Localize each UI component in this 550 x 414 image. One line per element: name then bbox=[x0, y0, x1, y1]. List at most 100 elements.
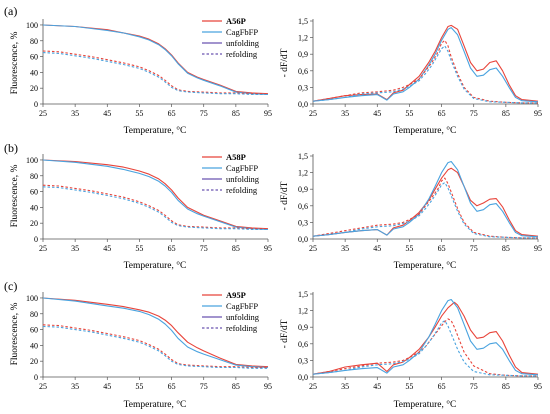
series-line-reference-dashed bbox=[42, 186, 268, 231]
x-tick-label: 65 bbox=[168, 382, 176, 391]
x-tick-label: 95 bbox=[534, 244, 542, 253]
x-tick-label: 65 bbox=[438, 382, 446, 391]
series-line-reference-solid bbox=[312, 160, 539, 238]
x-tick-label: 25 bbox=[309, 382, 317, 391]
series-line-mutant-dashed bbox=[312, 177, 538, 239]
x-tick-label: 25 bbox=[39, 244, 47, 253]
y-tick-label: 0,0 bbox=[298, 100, 308, 109]
xlabel-b-right: Temperature, °C bbox=[394, 260, 457, 271]
series-line-reference-dashed bbox=[42, 325, 268, 369]
y-tick-label: 40 bbox=[30, 68, 38, 77]
y-tick-label: 0,6 bbox=[298, 202, 308, 211]
y-tick-label: 60 bbox=[30, 188, 38, 197]
legend-b: A58P CagFbFP unfolding refolding bbox=[202, 152, 260, 195]
x-tick-label: 65 bbox=[438, 244, 446, 253]
x-tick-label: 35 bbox=[71, 244, 79, 253]
legend-label-reference: CagFbFP bbox=[226, 163, 258, 173]
x-tick-label: 95 bbox=[264, 109, 272, 118]
x-tick-label: 55 bbox=[135, 382, 143, 391]
y-tick-label: 60 bbox=[30, 326, 38, 335]
series-line-reference-dashed bbox=[312, 320, 538, 377]
series-line-mutant-solid bbox=[312, 24, 539, 102]
x-tick-label: 85 bbox=[232, 109, 240, 118]
panel-label-b: (b) bbox=[4, 141, 18, 155]
series-line-reference-dashed bbox=[312, 45, 538, 104]
y-tick-label: 0,9 bbox=[298, 50, 308, 59]
x-tick-label: 75 bbox=[200, 382, 208, 391]
series-line-reference-solid bbox=[312, 27, 539, 103]
y-tick-label: 1,5 bbox=[298, 152, 308, 161]
plot-a-fluorescence: 25 35 45 55 65 75 85 95 0 20 40 60 80 100 Temperature… bbox=[10, 19, 272, 136]
x-tick-label: 65 bbox=[168, 244, 176, 253]
y-tick-label: 0,9 bbox=[298, 323, 308, 332]
y-tick-label: 1,2 bbox=[298, 34, 308, 43]
xlabel-c-left: Temperature, °C bbox=[124, 399, 187, 410]
x-tick-label: 55 bbox=[405, 109, 413, 118]
x-tick-label: 95 bbox=[264, 244, 272, 253]
x-tick-label: 25 bbox=[39, 382, 47, 391]
x-tick-label: 75 bbox=[470, 382, 478, 391]
x-tick-label: 55 bbox=[135, 244, 143, 253]
y-tick-label: 0,3 bbox=[298, 218, 308, 227]
legend-label-unfolding: unfolding bbox=[226, 174, 260, 184]
x-tick-label: 75 bbox=[200, 109, 208, 118]
y-tick-label: 1,2 bbox=[298, 307, 308, 316]
y-tick-label: 0,3 bbox=[298, 356, 308, 365]
y-tick-label: 1,5 bbox=[298, 290, 308, 299]
y-tick-label: 0,9 bbox=[298, 185, 308, 194]
panel-label-c: (c) bbox=[4, 279, 17, 293]
legend-label-reference: CagFbFP bbox=[226, 27, 258, 37]
series-line-mutant-solid bbox=[42, 297, 269, 368]
plot-b-derivative: 25 35 45 55 65 75 85 95 0,0 0,3 0,6 0,9 1,2 1,5 Tempe… bbox=[280, 152, 542, 271]
x-tick-label: 25 bbox=[309, 244, 317, 253]
plot-a-derivative: 25 35 45 55 65 75 85 95 0,0 0,3 0,6 0,9 1,2 1,5 Tempe… bbox=[280, 17, 542, 136]
x-tick-label: 25 bbox=[309, 109, 317, 118]
panel-label-a: (a) bbox=[4, 4, 17, 18]
x-tick-label: 75 bbox=[470, 244, 478, 253]
x-tick-label: 75 bbox=[200, 244, 208, 253]
y-tick-label: 80 bbox=[30, 172, 38, 181]
x-tick-label: 85 bbox=[232, 382, 240, 391]
x-tick-label: 45 bbox=[103, 244, 111, 253]
series-line-mutant-solid bbox=[312, 167, 539, 237]
x-tick-label: 95 bbox=[534, 109, 542, 118]
y-tick-label: 100 bbox=[26, 21, 38, 30]
series-line-reference-solid bbox=[42, 159, 269, 231]
x-tick-label: 95 bbox=[264, 382, 272, 391]
ylabel-a-left: Fluorescence, % bbox=[10, 32, 20, 95]
y-tick-label: 40 bbox=[30, 341, 38, 350]
y-tick-label: 1,2 bbox=[298, 169, 308, 178]
series-line-reference-dashed bbox=[42, 52, 268, 96]
x-tick-label: 25 bbox=[39, 109, 47, 118]
xlabel-a-left: Temperature, °C bbox=[124, 125, 187, 136]
y-tick-label: 40 bbox=[30, 203, 38, 212]
plot-c-derivative: 25 35 45 55 65 75 85 95 0,0 0,3 0,6 0,9 1,2 1,5 Tempe… bbox=[280, 290, 542, 410]
x-tick-label: 35 bbox=[341, 109, 349, 118]
y-tick-label: 20 bbox=[30, 219, 38, 228]
x-tick-label: 35 bbox=[341, 382, 349, 391]
legend-label-refolding: refolding bbox=[226, 323, 258, 333]
y-tick-label: 80 bbox=[30, 310, 38, 319]
xlabel-c-right: Temperature, °C bbox=[394, 399, 457, 410]
series-line-reference-dashed bbox=[312, 182, 538, 239]
y-tick-label: 0,3 bbox=[298, 83, 308, 92]
ylabel-b-right: - dF/dT bbox=[280, 181, 290, 210]
series-line-mutant-dashed bbox=[312, 318, 538, 377]
legend-label-refolding: refolding bbox=[226, 185, 258, 195]
y-tick-label: 100 bbox=[26, 156, 38, 165]
x-tick-label: 55 bbox=[405, 382, 413, 391]
y-tick-label: 0,0 bbox=[298, 373, 308, 382]
series-line-mutant-solid bbox=[42, 159, 269, 230]
x-tick-label: 55 bbox=[135, 109, 143, 118]
legend-label-unfolding: unfolding bbox=[226, 38, 260, 48]
x-tick-label: 35 bbox=[71, 382, 79, 391]
xlabel-a-right: Temperature, °C bbox=[394, 125, 457, 136]
x-tick-label: 45 bbox=[103, 382, 111, 391]
x-tick-label: 85 bbox=[502, 382, 510, 391]
x-tick-label: 45 bbox=[373, 109, 381, 118]
series-line-reference-solid bbox=[42, 297, 269, 369]
y-tick-label: 60 bbox=[30, 53, 38, 62]
y-tick-label: 80 bbox=[30, 37, 38, 46]
plot-c-fluorescence: 25 35 45 55 65 75 85 95 0 20 40 60 80 100 Temperature… bbox=[10, 292, 272, 410]
